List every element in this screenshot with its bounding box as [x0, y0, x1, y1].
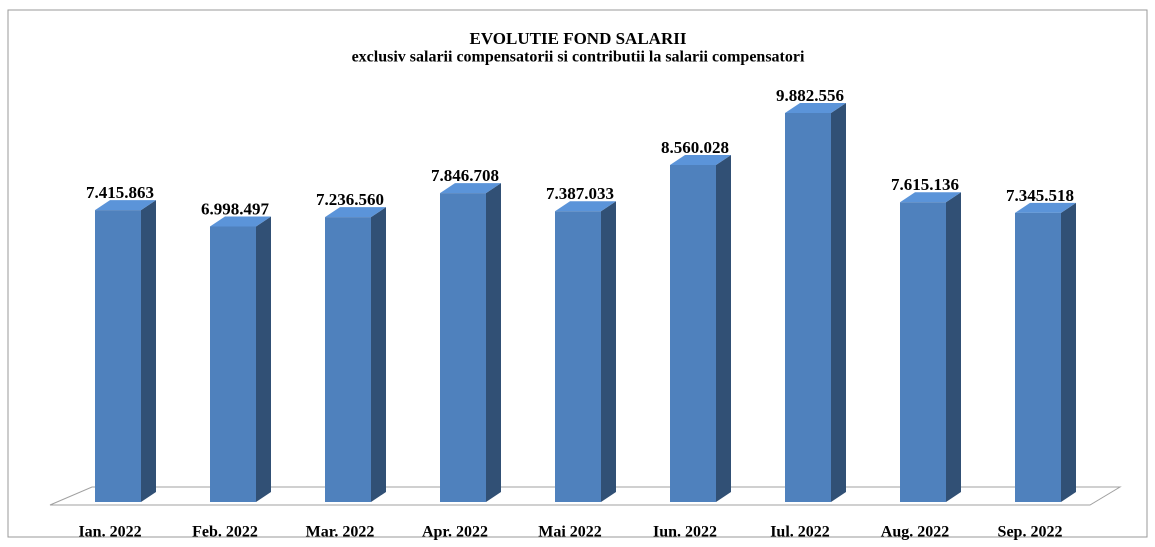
bar-front: [210, 226, 256, 502]
bar-front: [900, 202, 946, 502]
bar-side: [946, 192, 961, 502]
x-tick-label: Feb. 2022: [192, 524, 258, 541]
bar: [785, 103, 846, 502]
bar-side: [371, 207, 386, 502]
value-label: 7.415.863: [86, 183, 154, 202]
bar-side: [141, 200, 156, 503]
bar-front: [670, 165, 716, 502]
x-tick-label: Iul. 2022: [770, 524, 830, 541]
bar-top: [210, 216, 271, 227]
bar-top: [555, 201, 616, 212]
value-label: 7.236.560: [316, 190, 384, 209]
bar: [555, 201, 616, 502]
bar-front: [1015, 212, 1061, 502]
value-label: 7.345.518: [1006, 186, 1074, 205]
x-tick-label: Apr. 2022: [422, 524, 488, 541]
x-tick-label: Ian. 2022: [78, 524, 141, 541]
x-tick-label: Aug. 2022: [881, 524, 949, 541]
bar-front: [325, 217, 371, 502]
bar-side: [601, 201, 616, 502]
bar-side: [831, 103, 846, 502]
x-tick-label: Mar. 2022: [306, 524, 375, 541]
bar-top: [785, 103, 846, 113]
bar-side: [256, 216, 271, 502]
bar-top: [670, 155, 731, 166]
x-tick-label: Mai 2022: [538, 524, 602, 541]
bar-side: [716, 155, 731, 502]
value-label: 6.998.497: [201, 199, 270, 218]
bar-front: [440, 193, 486, 503]
value-label: 7.846.708: [431, 166, 499, 185]
bar: [1015, 202, 1076, 502]
bar-front: [95, 210, 141, 503]
chart-subtitle: exclusiv salarii compensatorii si contri…: [352, 49, 805, 66]
bar: [95, 200, 156, 503]
x-tick-label: Iun. 2022: [653, 524, 717, 541]
bar-top: [95, 200, 156, 211]
bar-top: [325, 207, 386, 218]
bar-side: [1061, 202, 1076, 502]
value-label: 7.387.033: [546, 184, 614, 203]
bar: [670, 155, 731, 502]
bar-top: [900, 192, 961, 203]
chart-title: EVOLUTIE FOND SALARII: [470, 29, 687, 48]
bar: [325, 207, 386, 502]
bar: [440, 183, 501, 503]
bar-side: [486, 183, 501, 503]
value-label: 7.615.136: [891, 175, 959, 194]
value-label: 9.882.556: [776, 86, 844, 105]
value-label: 8.560.028: [661, 138, 729, 157]
bar: [900, 192, 961, 502]
bar: [210, 216, 271, 502]
bar-front: [785, 113, 831, 502]
bar-top: [440, 183, 501, 194]
x-tick-label: Sep. 2022: [998, 524, 1063, 541]
bar-top: [1015, 202, 1076, 213]
bar-front: [555, 211, 601, 502]
